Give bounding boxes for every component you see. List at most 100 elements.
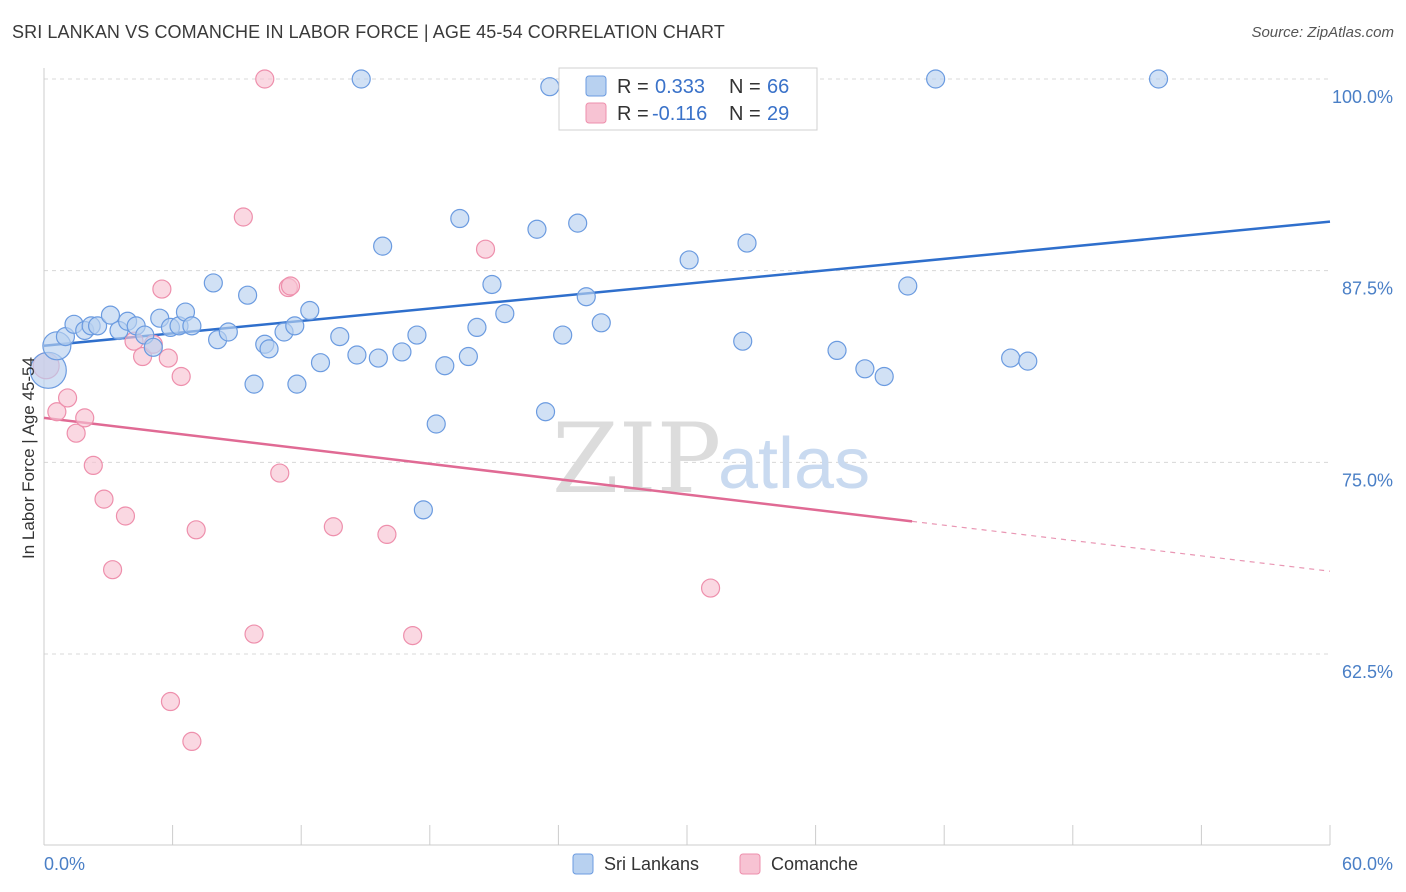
- bottom-legend-swatch-comanche: [739, 853, 761, 875]
- sri-lankans-point-59: [351, 69, 371, 89]
- watermark-atlas: atlas: [718, 424, 870, 504]
- comanche-point-23: [280, 276, 301, 296]
- x-tick-labels: 0.0% 60.0%: [44, 854, 1393, 874]
- comanche-point-6: [94, 489, 114, 509]
- sri-lankans-point-64: [540, 77, 560, 97]
- comanche-point-8: [115, 506, 136, 526]
- sri-lankans-point-44: [527, 219, 547, 239]
- comanche-point-21: [270, 463, 290, 483]
- sri-lankans-point-46: [553, 325, 573, 345]
- sri-lankans-point-27: [287, 374, 307, 394]
- trend-line-sri-lankans: [43, 220, 1331, 348]
- sri-lankans-point-51: [733, 331, 753, 351]
- sri-lankans-point-48: [576, 287, 596, 307]
- sri-lankans-point-54: [855, 359, 875, 379]
- sri-lankans-point-52: [737, 233, 757, 253]
- gridlines: [44, 78, 1330, 655]
- sri-lankans-point-21: [238, 285, 258, 305]
- comanche-point-19: [244, 624, 264, 644]
- comanche-point-3: [66, 423, 86, 443]
- sri-lankans-point-36: [413, 500, 433, 520]
- trend-line-extension-comanche: [911, 520, 1331, 572]
- legend-n-label-1: N =: [729, 76, 761, 98]
- sri-lankans-point-20: [218, 322, 238, 342]
- legend-n-value-1: 66: [767, 76, 789, 98]
- sri-lankans-point-40: [458, 346, 478, 367]
- sri-lankans-point-43: [495, 304, 515, 324]
- x-tick-label-1: 60.0%: [1342, 854, 1393, 874]
- sri-lankans-point-24: [259, 339, 279, 359]
- sri-lankans-point-29: [310, 353, 331, 373]
- source-label: Source: ZipAtlas.com: [1251, 24, 1394, 41]
- sri-lankans-point-63: [1148, 69, 1169, 89]
- sri-lankans-point-53: [827, 340, 847, 360]
- comanche-point-18: [233, 207, 253, 227]
- bottom-legend-swatch-sri-lankans: [572, 853, 594, 875]
- comanche-point-17: [186, 520, 206, 540]
- comanche-point-26: [403, 625, 423, 646]
- comanche-point-7: [102, 560, 123, 580]
- y-tick-label-1: 87.5%: [1342, 279, 1393, 299]
- sri-lankans-point-56: [898, 276, 918, 296]
- sri-lankans-point-55: [874, 366, 894, 387]
- comanche-point-5: [83, 455, 103, 475]
- sri-lankans-point-31: [347, 345, 367, 365]
- comanche-point-1: [47, 402, 67, 422]
- x-tick-label-0: 0.0%: [44, 854, 85, 874]
- bottom-legend: Sri Lankans Comanche: [572, 853, 858, 875]
- comanche-point-14: [160, 691, 181, 712]
- comanche-point-24: [323, 517, 343, 537]
- sri-lankans-point-32: [368, 348, 388, 368]
- sri-lankans-point-39: [450, 208, 470, 229]
- legend-n-label-2: N =: [729, 103, 761, 125]
- comanche-point-28: [700, 578, 721, 598]
- bottom-legend-label-sri-lankans: Sri Lankans: [604, 854, 699, 874]
- sri-lankans-point-26: [285, 316, 305, 336]
- sri-lankans-point-35: [407, 325, 427, 345]
- chart-title: SRI LANKAN VS COMANCHE IN LABOR FORCE | …: [12, 22, 725, 42]
- sri-lankans-point-12: [143, 337, 163, 357]
- legend-r-label-1: R =: [617, 76, 649, 98]
- axes: [43, 68, 1331, 846]
- watermark-zip: ZIP: [552, 403, 721, 515]
- sri-lankans-point-30: [330, 327, 350, 347]
- trend-lines: [43, 220, 1331, 572]
- sri-lankans-point-47: [568, 213, 588, 233]
- legend-n-value-2: 29: [767, 103, 789, 125]
- legend-swatch-comanche: [585, 102, 607, 124]
- sri-lankans-point-57: [1001, 348, 1021, 368]
- comanche-point-25: [377, 524, 397, 545]
- bottom-legend-label-comanche: Comanche: [771, 854, 858, 874]
- legend-swatch-sri-lankans: [585, 75, 607, 97]
- sri-lankans-point-6: [87, 316, 108, 336]
- legend-r-label-2: R =: [617, 103, 649, 125]
- sri-lankans-point-38: [435, 356, 455, 376]
- legend: R = 0.333 N = 66 R = -0.116 N = 29: [558, 67, 818, 131]
- sri-lankans-point-37: [426, 414, 446, 434]
- comanche-point-4: [75, 408, 95, 428]
- comanche-point-27: [475, 239, 496, 259]
- sri-lankans-point-33: [373, 236, 393, 256]
- sri-lankans-point-17: [182, 316, 202, 336]
- legend-r-value-2: -0.116: [652, 103, 707, 125]
- comanche-point-20: [255, 69, 275, 89]
- comanche-point-13: [158, 348, 178, 368]
- sri-lankans-point-49: [591, 313, 611, 333]
- y-tick-label-2: 75.0%: [1342, 470, 1393, 490]
- y-tick-labels: 100.0% 87.5% 75.0% 62.5%: [1332, 87, 1393, 682]
- legend-r-value-1: 0.333: [655, 76, 705, 98]
- sri-lankans-point-41: [467, 317, 487, 337]
- sri-lankans-point-62: [926, 69, 946, 89]
- sri-lankans-point-42: [482, 274, 502, 295]
- y-tick-label-3: 62.5%: [1342, 662, 1393, 682]
- sri-lankans-point-22: [244, 374, 264, 394]
- comanche-point-12: [152, 279, 172, 299]
- comanche-point-15: [171, 366, 191, 387]
- sri-lankans-point-45: [535, 402, 556, 422]
- comanche-point-16: [182, 731, 202, 752]
- sri-lankans-point-28: [300, 300, 320, 321]
- trend-line-comanche: [43, 416, 913, 523]
- sri-lankans-points: [29, 69, 1169, 520]
- y-axis-label: In Labor Force | Age 45-54: [19, 357, 38, 559]
